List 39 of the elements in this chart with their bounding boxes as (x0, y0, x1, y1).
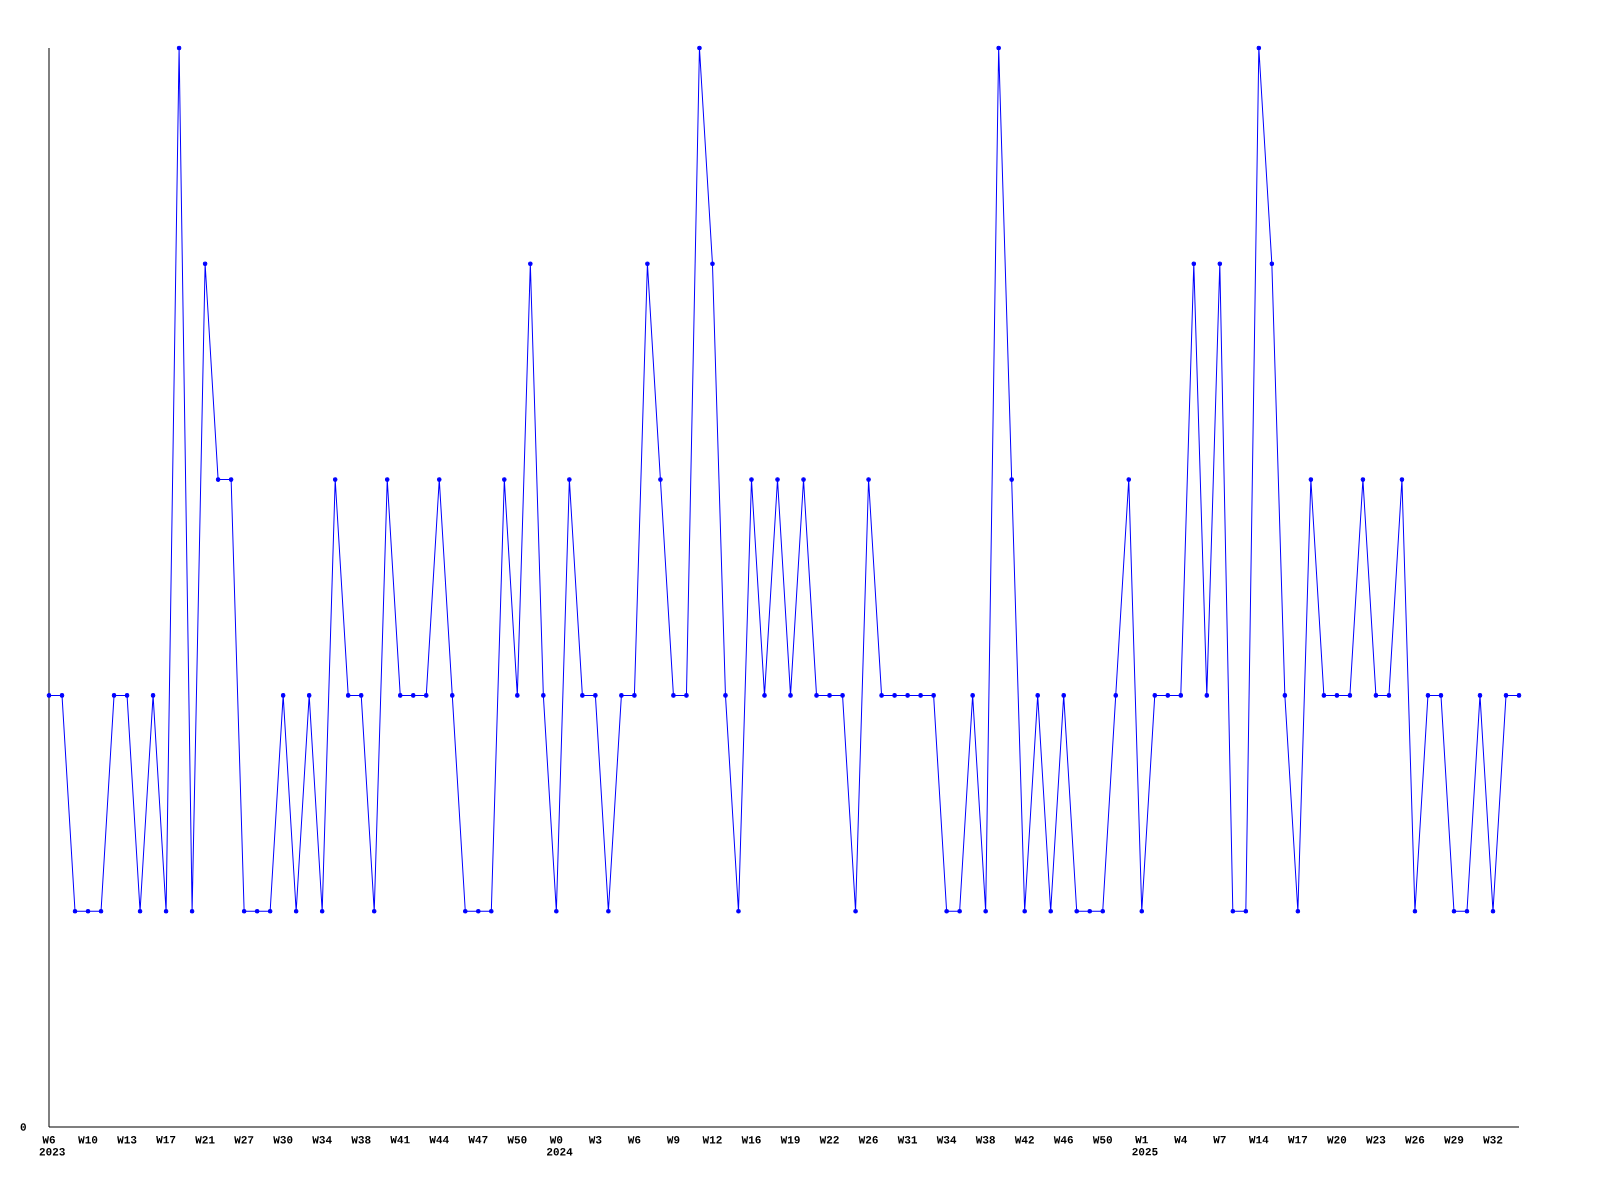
x-tick-label: W6 2023 (39, 1136, 65, 1156)
x-tick-label: W41 (390, 1136, 410, 1144)
x-tick-label: W50 (1092, 1136, 1112, 1144)
x-tick-label: W19 (780, 1136, 800, 1144)
x-tick-label: W4 (1174, 1136, 1188, 1144)
x-tick-label: W38 (351, 1136, 371, 1144)
x-tick-label: W13 (117, 1136, 137, 1144)
x-tick-label: W12 (702, 1136, 722, 1144)
x-tick-label: W9 (666, 1136, 680, 1144)
text: 0 (20, 1123, 26, 1131)
x-tick-label: W34 (936, 1136, 957, 1144)
x-tick-label: W0 2024 (547, 1136, 573, 1156)
x-tick-label: W38 (975, 1136, 995, 1144)
x-tick-label: W16 (741, 1136, 761, 1144)
x-tick-label: W47 (468, 1136, 488, 1144)
x-tick-label: W17 (1287, 1136, 1308, 1144)
x-tick-label: W1 2025 (1132, 1136, 1158, 1156)
x-tick-label: W50 (507, 1136, 527, 1144)
x-tick-label: W14 (1248, 1136, 1269, 1144)
x-tick-label: W42 (1014, 1136, 1034, 1144)
x-tick-label: W20 (1326, 1136, 1347, 1144)
x-tick-label: W10 (78, 1136, 98, 1144)
x-tick-label: W17 (156, 1136, 176, 1144)
x-tick-label: W29 (1444, 1136, 1464, 1144)
x-tick-label: W6 (627, 1136, 641, 1144)
x-tick-label: W31 (897, 1136, 918, 1144)
x-tick-label: W27 (234, 1136, 254, 1144)
x-tick-label: W26 (1405, 1136, 1425, 1144)
x-tick-label: W34 (312, 1136, 332, 1144)
x-tick-label: W44 (429, 1136, 449, 1144)
x-tick-label: W26 (858, 1136, 878, 1144)
x-tick-label: W30 (273, 1136, 293, 1144)
x-tick-label: W3 (588, 1136, 602, 1144)
x-tick-label: W32 (1483, 1136, 1503, 1144)
x-tick-label: W23 (1366, 1136, 1386, 1144)
x-tick-label: W21 (195, 1136, 215, 1144)
x-tick-label: W46 (1053, 1136, 1073, 1144)
x-tick-label: W22 (819, 1136, 839, 1144)
x-tick-label: W7 (1213, 1136, 1226, 1144)
